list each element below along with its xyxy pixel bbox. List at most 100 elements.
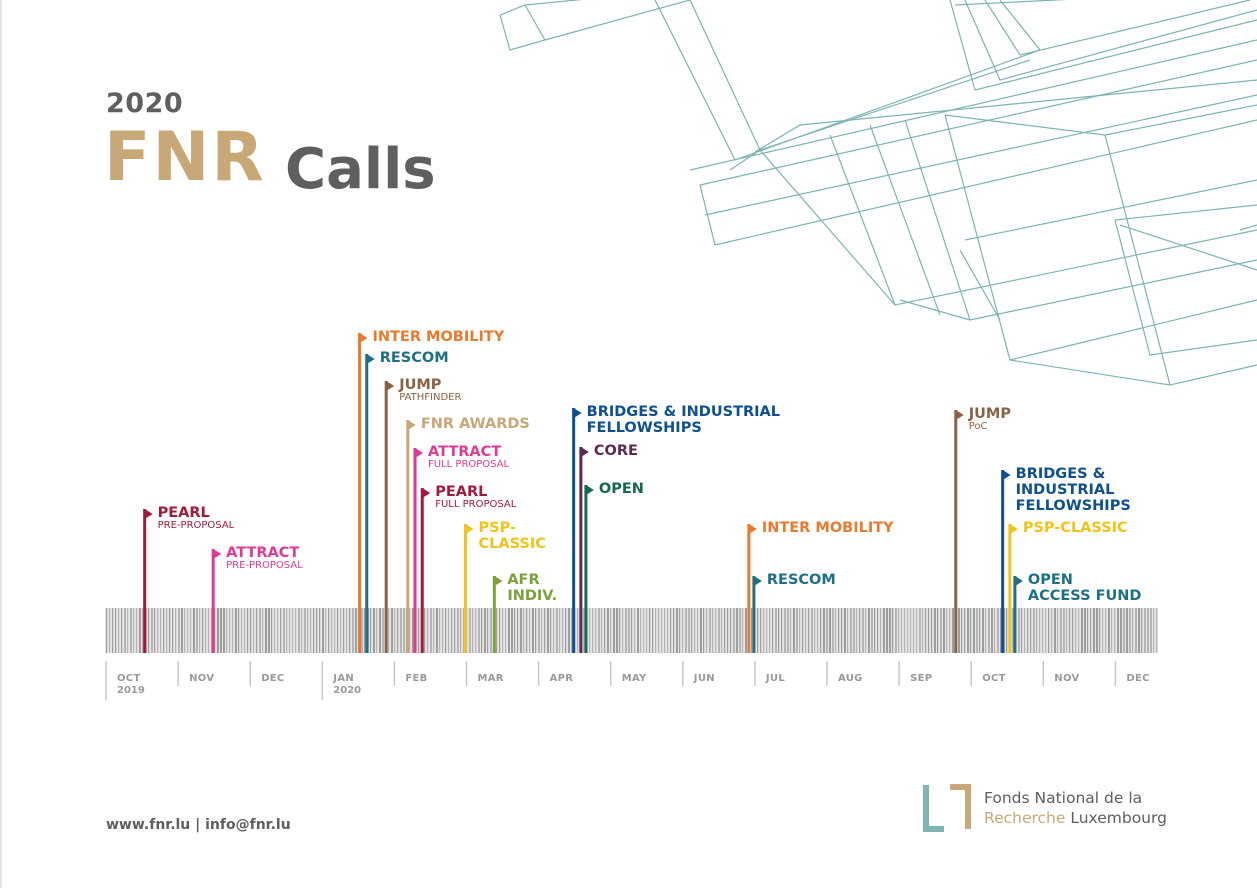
timeline-stripe: [517, 608, 519, 653]
timeline-stripe: [874, 608, 876, 653]
month-dividers: [105, 661, 1117, 700]
timeline-stripe: [1039, 608, 1041, 653]
timeline-stripe: [883, 608, 885, 653]
timeline-stripe: [763, 608, 765, 653]
call-label: PEARL: [435, 484, 488, 500]
timeline-stripe: [157, 608, 159, 653]
timeline-stripe: [199, 608, 201, 653]
timeline-stripe: [520, 608, 522, 653]
timeline-stripe: [658, 608, 660, 653]
call-flag-icon: [422, 488, 431, 498]
timeline-stripe: [235, 608, 237, 653]
contact-info[interactable]: www.fnr.lu | info@fnr.lu: [106, 817, 291, 833]
timeline-stripe: [262, 608, 264, 653]
timeline-stripe: [751, 608, 753, 653]
month-label: DEC: [1126, 673, 1150, 684]
timeline-stripe: [745, 608, 747, 653]
timeline-stripe: [775, 608, 777, 653]
timeline-stripe: [154, 608, 156, 653]
timeline-stripe: [1129, 608, 1131, 653]
timeline-stripe: [1138, 608, 1140, 653]
timeline-stripe: [994, 608, 996, 653]
timeline-stripe: [1066, 608, 1068, 653]
timeline-stripe: [757, 608, 759, 653]
timeline-stripe: [1135, 608, 1137, 653]
timeline-stripe: [676, 608, 678, 653]
timeline-stripe: [184, 608, 186, 653]
timeline-stripe: [505, 608, 507, 653]
timeline-stripe: [559, 608, 561, 653]
call-sublabel: PATHFINDER: [399, 392, 462, 403]
timeline-stripe: [691, 608, 693, 653]
timeline-stripe: [646, 608, 648, 653]
timeline-stripe: [388, 608, 390, 653]
timeline-stripe: [448, 608, 450, 653]
timeline-stripe: [265, 608, 267, 653]
timeline-stripe: [946, 608, 948, 653]
timeline-stripe: [871, 608, 873, 653]
timeline-stripe: [250, 608, 252, 653]
timeline-stripe: [118, 608, 120, 653]
timeline-stripe: [511, 608, 513, 653]
timeline-stripe: [208, 608, 210, 653]
timeline-stripe: [472, 608, 474, 653]
timeline-stripe: [484, 608, 486, 653]
timeline-stripe: [175, 608, 177, 653]
timeline-stripe: [592, 608, 594, 653]
timeline-stripe: [889, 608, 891, 653]
timeline-stripe: [868, 608, 870, 653]
timeline-stripe: [292, 608, 294, 653]
timeline-stripe: [247, 608, 249, 653]
timeline-stripe: [196, 608, 198, 653]
timeline-stripe: [568, 608, 570, 653]
timeline-stripe: [679, 608, 681, 653]
call-flag-icon: [144, 509, 153, 519]
timeline-stripe: [823, 608, 825, 653]
timeline-stripe: [121, 608, 123, 653]
timeline-stripe: [1036, 608, 1038, 653]
timeline-stripe: [943, 608, 945, 653]
month-label: JUL: [765, 673, 786, 684]
timeline-stripe: [772, 608, 774, 653]
timeline-stripe: [793, 608, 795, 653]
timeline-stripe: [607, 608, 609, 653]
call-label: FNR AWARDS: [420, 416, 530, 432]
timeline-stripe: [565, 608, 567, 653]
timeline-stripe: [1075, 608, 1077, 653]
timeline-stripe: [316, 608, 318, 653]
timeline-stripe: [760, 608, 762, 653]
timeline-stripe: [769, 608, 771, 653]
timeline-stripe: [1126, 608, 1128, 653]
call-flag-icon: [366, 354, 375, 364]
timeline-stripe: [985, 608, 987, 653]
timeline-stripe: [403, 608, 405, 653]
timeline-stripe: [886, 608, 888, 653]
timeline-stripe: [310, 608, 312, 653]
timeline-stripe: [790, 608, 792, 653]
timeline-stripe: [733, 608, 735, 653]
timeline-stripe: [937, 608, 939, 653]
call-label: JUMP: [968, 406, 1011, 422]
timeline-stripe: [127, 608, 129, 653]
call-flag-icon: [573, 408, 582, 418]
call-label: OPEN ACCESS FUND: [1027, 572, 1142, 604]
call-label: PSP- CLASSIC: [478, 520, 546, 552]
timeline-stripe: [172, 608, 174, 653]
timeline-stripe: [925, 608, 927, 653]
timeline-stripe: [535, 608, 537, 653]
timeline-stripe: [1060, 608, 1062, 653]
timeline-stripe: [898, 608, 900, 653]
timeline-stripe: [796, 608, 798, 653]
timeline-stripe: [238, 608, 240, 653]
call-flags: [143, 333, 1023, 653]
call-label: AFR INDIV.: [507, 572, 558, 604]
timeline-stripe: [523, 608, 525, 653]
timeline-stripe: [274, 608, 276, 653]
timeline-stripe: [259, 608, 261, 653]
timeline-stripe: [1051, 608, 1053, 653]
month-year: 2019: [117, 685, 145, 696]
timeline-stripe: [313, 608, 315, 653]
timeline-stripe: [1006, 608, 1008, 653]
timeline-stripe: [187, 608, 189, 653]
month-label: AUG: [838, 673, 863, 684]
